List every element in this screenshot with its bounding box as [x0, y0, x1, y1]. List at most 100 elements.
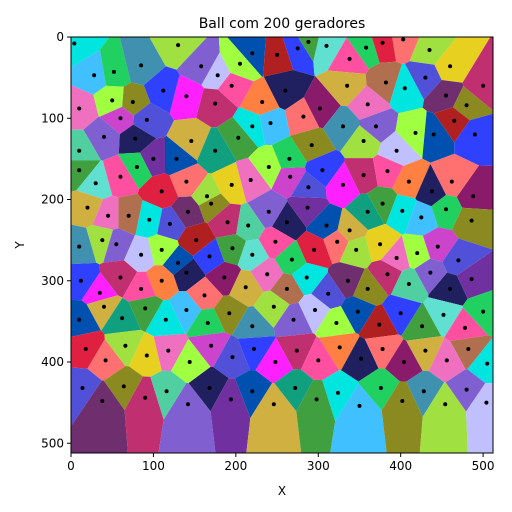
voronoi-cell [377, 131, 423, 166]
generator-point [443, 402, 448, 407]
generator-point [174, 156, 179, 161]
generator-point [361, 139, 366, 143]
voronoi-cell [346, 37, 380, 69]
voronoi-cell [462, 290, 493, 337]
generator-point [354, 247, 359, 252]
voronoi-cell [104, 329, 145, 367]
voronoi-cell [263, 70, 315, 110]
generator-point [334, 321, 339, 325]
voronoi-cell [81, 272, 118, 305]
generator-point [161, 88, 166, 93]
voronoi-cell [367, 260, 402, 296]
voronoi-cell [315, 70, 367, 107]
generator-point [236, 135, 241, 140]
generator-point [194, 238, 199, 243]
generator-point [427, 48, 432, 52]
generator-point [378, 242, 383, 247]
voronoi-cell [247, 189, 288, 229]
voronoi-cell [430, 153, 479, 197]
generator-point [337, 345, 342, 350]
voronoi-cell [380, 235, 410, 272]
generator-point [163, 317, 168, 322]
generator-point [394, 256, 399, 260]
voronoi-cell [340, 296, 377, 335]
voronoi-cell [128, 296, 164, 332]
generator-point [167, 221, 172, 226]
generator-point [126, 213, 131, 218]
voronoi-cell [434, 37, 491, 83]
voronoi-cell [344, 193, 385, 230]
generator-point [72, 41, 77, 46]
generator-point [400, 208, 405, 213]
x-axis-label: X [278, 484, 286, 498]
generator-point [246, 223, 251, 228]
generator-point [133, 136, 138, 141]
voronoi-cell [451, 207, 493, 250]
generator-point [271, 304, 276, 309]
generator-point [207, 386, 212, 390]
voronoi-cell [405, 61, 442, 100]
voronoi-cell [191, 173, 221, 206]
x-tick-label: 500 [472, 459, 495, 473]
voronoi-cell [71, 299, 101, 337]
generator-point [444, 93, 448, 98]
generator-point [199, 64, 204, 69]
generator-point [400, 399, 405, 403]
generator-point [248, 178, 253, 182]
voronoi-cell [76, 160, 113, 200]
generator-point [406, 282, 411, 286]
voronoi-cell [454, 113, 493, 166]
generator-point [361, 173, 366, 178]
voronoi-cell [274, 240, 307, 275]
voronoi-cell [86, 225, 113, 265]
generator-point [449, 179, 454, 184]
generator-point [312, 247, 317, 252]
voronoi-cell [165, 135, 198, 176]
generator-point [402, 86, 407, 91]
voronoi-cell [232, 107, 266, 148]
generator-point [213, 101, 218, 106]
voronoi-cell [272, 201, 307, 241]
voronoi-cell [176, 37, 220, 85]
generator-point [77, 148, 82, 153]
generator-point [266, 209, 271, 214]
generator-point [398, 311, 403, 316]
voronoi-cell [274, 369, 314, 412]
voronoi-cell [353, 267, 389, 306]
generator-point [139, 286, 144, 291]
generator-point [106, 213, 111, 218]
generator-point [215, 73, 220, 78]
generator-point [341, 124, 345, 129]
voronoi-cell [146, 265, 179, 301]
voronoi-cell [395, 107, 427, 159]
generator-point [252, 347, 256, 351]
voronoi-cell [401, 302, 442, 341]
voronoi-cell [311, 272, 346, 309]
voronoi-cell [71, 224, 97, 265]
voronoi-cell [456, 250, 493, 299]
voronoi-cell [330, 383, 387, 453]
voronoi-cell [263, 37, 294, 77]
voronoi-cell [466, 383, 493, 453]
generator-point [227, 311, 232, 316]
voronoi-cell [327, 37, 369, 74]
y-axis-ticks: 0 100 200 300 400 500 [41, 30, 71, 450]
generator-point [144, 117, 149, 122]
voronoi-cell [282, 37, 315, 77]
generator-point [92, 73, 97, 78]
generator-point [448, 64, 453, 69]
generator-point [77, 317, 82, 322]
voronoi-cell [239, 76, 280, 116]
generator-point [423, 75, 428, 80]
voronoi-cell [467, 337, 493, 384]
voronoi-cell [71, 85, 99, 130]
generator-point [435, 244, 440, 249]
generator-point [130, 100, 135, 104]
generator-point [250, 51, 255, 56]
generator-point [134, 165, 139, 169]
voronoi-cell [401, 233, 431, 269]
voronoi-cell [253, 290, 290, 328]
generator-point [401, 37, 406, 42]
voronoi-cell [389, 63, 424, 114]
generator-point [385, 272, 390, 277]
